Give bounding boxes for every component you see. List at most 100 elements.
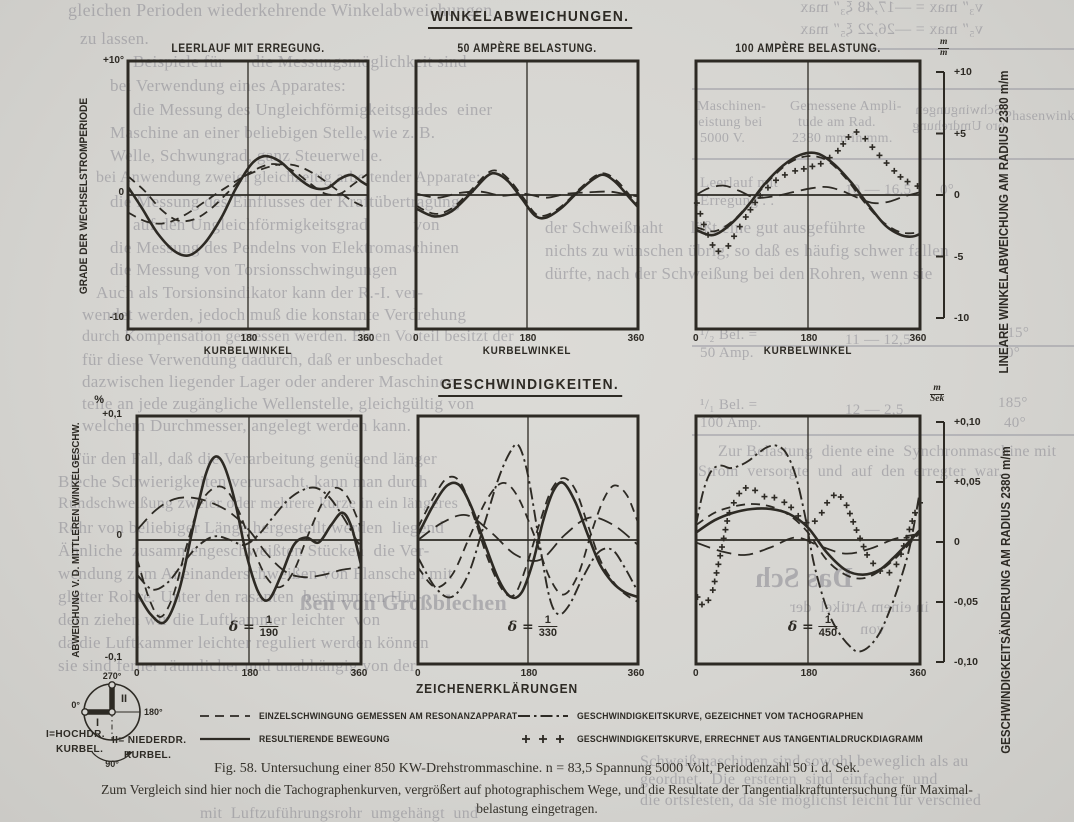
ghost-text: die Messung von Torsionsschwingungen bbox=[110, 260, 398, 279]
ghost-text: da die Luftkammer leichter reguliert wer… bbox=[58, 633, 429, 652]
curve-einzelschwingung-2 bbox=[136, 496, 362, 579]
y-tick-zero: 0 bbox=[118, 187, 124, 198]
panel-title-winkel-100a: 100 AMPÈRE BELASTUNG. bbox=[735, 43, 881, 55]
curve-einzelschwingung-2 bbox=[415, 190, 639, 199]
scale-tick--0,10: -0,10 bbox=[954, 656, 978, 668]
x-tick-0: 0 bbox=[693, 668, 699, 679]
ghost-text: Phasenwinkel bbox=[1004, 109, 1074, 124]
ghost-text: Für den Fall, daß die Verarbeitung genüg… bbox=[72, 449, 437, 468]
curve-resultierende-bewegung bbox=[695, 507, 921, 577]
curve-resultierende-bewegung bbox=[126, 154, 369, 258]
ghost-rule bbox=[868, 48, 1074, 50]
ghost-text: nichts zu wünschen übrig, so daß es häuf… bbox=[545, 241, 949, 260]
x-tick-0: 0 bbox=[413, 333, 419, 344]
panel-geschw-450 bbox=[694, 414, 923, 666]
ghost-text: ßen von Großblechen bbox=[300, 590, 507, 615]
ghost-text: 100 Amp. bbox=[700, 415, 762, 431]
y-tick-minus10: -10 bbox=[109, 312, 124, 323]
ghost-text: Zur Belastung diente eine Synchronmaschi… bbox=[718, 443, 1057, 460]
x-tick-180: 180 bbox=[519, 333, 537, 344]
ghost-text: 5000 V. bbox=[700, 131, 746, 146]
crank-I-caption: I=HOCHDR. bbox=[46, 729, 105, 740]
ghost-text: wendung zum Aneinanderschweißen von Flan… bbox=[58, 564, 453, 583]
x-tick-180: 180 bbox=[240, 333, 258, 344]
unit-denominator: Sek bbox=[930, 393, 945, 404]
curve-einzelschwingung-1 bbox=[136, 485, 362, 618]
x-tick-360: 360 bbox=[909, 668, 927, 679]
curve-resultierende-bewegung bbox=[135, 455, 363, 625]
ghost-text: dürfte, nach der Schweißung bei den Rohr… bbox=[545, 264, 933, 283]
crank-I-label: I bbox=[96, 717, 99, 729]
x-tick-0: 0 bbox=[415, 668, 421, 679]
ghost-text: ¹/₁ Bel. = bbox=[700, 397, 758, 413]
ghost-text: zu lassen. bbox=[80, 29, 150, 48]
delta-symbol: δ = bbox=[787, 618, 814, 635]
x-tick-360: 360 bbox=[350, 668, 368, 679]
crank-II-caption: II= NIEDERDR. bbox=[112, 735, 187, 746]
ghost-text: mit Luftzuführungsrohr umgehängt und bbox=[200, 805, 479, 822]
delta-annotation-geschw-450: δ = 1 450 bbox=[787, 614, 838, 640]
curve-einzelschwingung-2 bbox=[695, 184, 921, 205]
ghost-text: die ortsfesten, da sie möglichst leicht … bbox=[640, 792, 982, 809]
panel-geschw-330 bbox=[416, 414, 640, 666]
x-tick-360: 360 bbox=[627, 333, 645, 344]
ghost-text: Welle, Schwungrad, ganz Steuerwelle. bbox=[110, 146, 383, 165]
x-axis-label-kurbelwinkel: KURBELWINKEL bbox=[203, 345, 293, 357]
ghost-text: Erregung . . bbox=[700, 193, 775, 209]
ghost-text: dazwischen liegender Lager oder anderer … bbox=[82, 372, 462, 391]
y-tick-minus01: -0,1 bbox=[104, 652, 122, 663]
ghost-text: 0° bbox=[1006, 345, 1021, 361]
ghost-text: Rundschweißung zweier oder mehrere kurze… bbox=[58, 495, 459, 512]
y-axis-label-abweichung: ABWEICHUNG V. D. MITTLEREN WINKELGESCHW. bbox=[70, 422, 82, 658]
delta-annotation-geschw-330: δ = 1 330 bbox=[508, 614, 558, 639]
figure-caption-line2: Zum Vergleich sind hier noch die Tachogr… bbox=[101, 782, 973, 797]
ghost-text: Schweißmaschinen sind sowohl beweglich a… bbox=[640, 753, 969, 770]
x-tick-180: 180 bbox=[241, 668, 259, 679]
rotation-arrow bbox=[91, 751, 133, 762]
scale-tick--5: -5 bbox=[954, 250, 964, 263]
legend-sample-plus bbox=[522, 735, 564, 743]
ghost-text: bei Anwendung zweier gleichzeitig arbeit… bbox=[96, 169, 481, 186]
figure-caption-line1: Fig. 58. Untersuchung einer 850 KW-Drehs… bbox=[214, 761, 860, 776]
section-heading-geschwindigkeiten: GESCHWINDIGKEITEN. bbox=[438, 376, 622, 397]
y-tick-plus01: +0,1 bbox=[102, 409, 122, 420]
ghost-text: 185° bbox=[998, 395, 1028, 411]
legend-item-solid: RESULTIERENDE BEWEGUNG bbox=[200, 733, 395, 745]
ghost-text: 50 Amp. bbox=[700, 345, 754, 361]
crank-II-caption2: KURBEL. bbox=[124, 750, 172, 761]
ghost-text: wendet werden, jedoch muß die konstante … bbox=[82, 305, 467, 324]
x-tick-360: 360 bbox=[357, 333, 375, 344]
scale-tick-+0,05: +0,05 bbox=[954, 476, 981, 488]
ghost-text: teile an jede zugängliche Wellenstelle, … bbox=[82, 394, 475, 413]
ghost-text: durch Kompensation gemessen werden. Eine… bbox=[82, 328, 514, 345]
right-axis-unit-msek: m Sek bbox=[930, 383, 945, 405]
curve-resultierende-bewegung bbox=[415, 171, 639, 220]
ghost-rule bbox=[692, 345, 1074, 347]
panel-title-winkel-50a: 50 AMPÈRE BELASTUNG. bbox=[457, 43, 597, 55]
curve-resultierende-bewegung bbox=[416, 481, 639, 600]
ghost-text: glatter Rohre. Unter den rasanten bestim… bbox=[58, 587, 423, 606]
ghost-text: für diese Verwendung dadurch, daß er unb… bbox=[82, 350, 444, 369]
ghost-text: Maschine an einer beliebigen Stelle, wie… bbox=[110, 123, 436, 142]
unit-denominator: m bbox=[940, 47, 948, 58]
legend-sample-dashdot bbox=[518, 715, 568, 717]
geschwindigkeit-scale bbox=[936, 421, 945, 663]
delta-annotation-geschw-190: δ = 1 190 bbox=[229, 614, 279, 639]
delta-fraction: 1 450 bbox=[818, 614, 838, 640]
ghost-text: Rohr von beliebiger Länge hergestellt we… bbox=[58, 518, 445, 537]
panel-winkel-leerlauf bbox=[126, 59, 370, 331]
legend-label: EINZELSCHWINGUNG GEMESSEN AM RESONANZAPP… bbox=[259, 711, 518, 721]
x-tick-360: 360 bbox=[909, 333, 927, 344]
legend-item-plus: GESCHWINDIGKEITSKURVE, ERRECHNET AUS TAN… bbox=[518, 733, 937, 745]
curve-resultierende-bewegung bbox=[695, 151, 921, 238]
crank-position-diagram: 270° 180° 0° 90° II I bbox=[71, 671, 163, 769]
winkelabweichung-scale bbox=[936, 71, 945, 319]
panel-winkel-100a bbox=[693, 59, 922, 331]
angle-180: 180° bbox=[144, 707, 163, 717]
curve-einzelschwingung-2 bbox=[127, 163, 369, 225]
x-tick-360: 360 bbox=[627, 668, 645, 679]
scale-tick-0: 0 bbox=[954, 189, 960, 201]
legend-label: RESULTIERENDE BEWEGUNG bbox=[259, 734, 390, 744]
